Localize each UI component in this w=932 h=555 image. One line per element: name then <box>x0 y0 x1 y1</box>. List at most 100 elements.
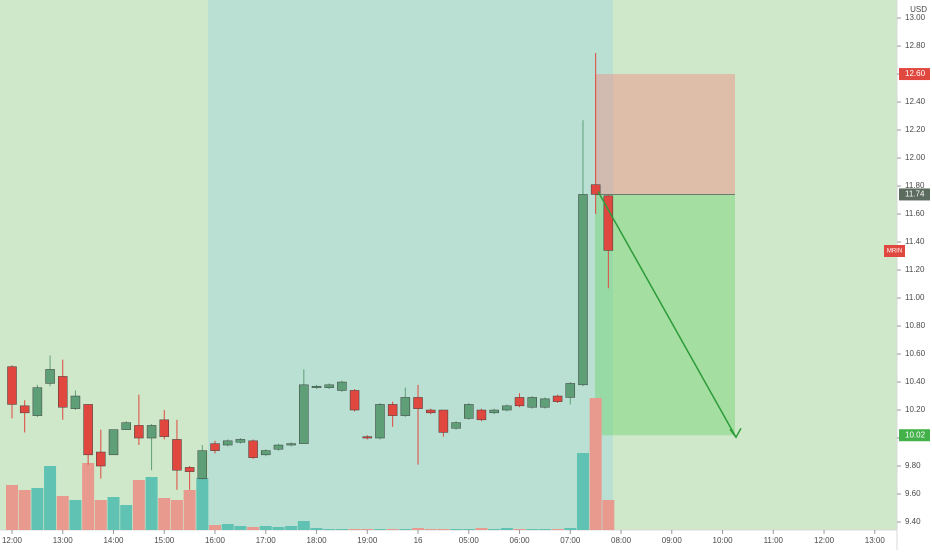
candle-body <box>578 194 588 386</box>
x-tick-label: 12:00 <box>2 536 23 545</box>
x-tick-label: 17:00 <box>256 536 277 545</box>
candle-body <box>438 409 449 433</box>
time-axis <box>0 530 897 550</box>
candle-body <box>172 439 182 471</box>
candle-body <box>552 395 563 402</box>
volume-bar <box>272 527 285 530</box>
volume-bar <box>437 529 450 530</box>
trade-arrowhead <box>729 427 742 439</box>
stop-zone <box>595 74 735 195</box>
volume-bar <box>120 505 133 530</box>
candle-body <box>108 429 119 456</box>
y-tick-label: 11.80 <box>905 181 925 190</box>
target-label-box <box>899 429 930 442</box>
volume-bar <box>488 529 501 530</box>
candle-body <box>400 397 411 416</box>
candle-body <box>261 450 271 456</box>
candle-body <box>362 436 373 439</box>
y-tick-label: 10.20 <box>905 405 926 414</box>
candle-body <box>19 405 30 414</box>
candle-body <box>32 387 43 416</box>
y-tick-label: 9.80 <box>905 461 921 470</box>
volume-bar <box>576 453 589 530</box>
volume-bar <box>209 525 222 530</box>
volume-bar <box>297 521 310 530</box>
volume-bar <box>412 528 425 530</box>
volume-bar <box>132 480 145 530</box>
y-tick-label: 12.80 <box>905 41 926 50</box>
candle-body <box>159 419 170 437</box>
volume-bar <box>335 529 348 530</box>
candle-body <box>476 409 487 421</box>
volume-bar <box>386 529 399 530</box>
candle-body <box>489 409 499 414</box>
volume-bar <box>285 526 298 530</box>
y-tick-label: 11.00 <box>905 293 925 302</box>
x-tick-label: 13:00 <box>53 536 74 545</box>
candle-body <box>45 369 55 384</box>
candle-body <box>210 443 220 451</box>
volume-bar <box>361 529 374 530</box>
volume-bar <box>500 528 513 530</box>
volume-bar <box>399 529 412 530</box>
candle-body <box>451 422 461 429</box>
symbol-label: MRIN <box>887 249 902 255</box>
volume-bar <box>158 498 171 530</box>
candle-body <box>83 404 93 456</box>
volume-bar <box>196 478 209 530</box>
x-tick-label: 08:00 <box>611 536 632 545</box>
volume-bar <box>450 529 463 530</box>
x-tick-label: 19:00 <box>357 536 378 545</box>
stop-label-box <box>899 68 930 81</box>
y-tick-label: 10.60 <box>905 349 926 358</box>
candle-body <box>273 444 284 450</box>
volume-bar <box>69 500 82 530</box>
volume-bar <box>6 485 19 530</box>
x-tick-label: 10:00 <box>713 536 734 545</box>
volume-bar <box>234 526 247 530</box>
candle-body <box>324 384 334 388</box>
stop-label: 12.60 <box>905 69 926 78</box>
target-label: 10.02 <box>905 430 926 439</box>
y-tick-label: 10.80 <box>905 321 926 330</box>
symbol-box <box>884 245 905 257</box>
y-tick-label: 13.00 <box>905 13 926 22</box>
candle-body <box>184 467 195 472</box>
plot-area <box>6 53 742 530</box>
candle-body <box>299 384 309 444</box>
volume-bar <box>526 529 539 530</box>
candle-body <box>603 195 614 251</box>
candle-body <box>96 451 106 467</box>
volume-bar <box>462 529 475 530</box>
volume-bar <box>475 528 488 530</box>
y-tick-label: 10.40 <box>905 377 926 386</box>
volume-bar <box>31 488 44 530</box>
candle-body <box>527 397 537 408</box>
volume-bar <box>424 529 437 530</box>
volume-bar <box>259 526 272 530</box>
candle-body <box>7 366 17 405</box>
candle-body <box>375 404 385 439</box>
y-tick-label: 11.20 <box>905 265 925 274</box>
y-tick-label: 9.60 <box>905 489 921 498</box>
candle-body <box>70 395 81 409</box>
entry-label-box <box>899 188 930 201</box>
x-tick-label: 05:00 <box>459 536 480 545</box>
candle-body <box>502 405 512 411</box>
volume-bar <box>44 466 57 530</box>
y-tick-label: 11.60 <box>905 209 925 218</box>
entry-label: 11.74 <box>905 190 925 199</box>
x-tick-label: 11:00 <box>764 536 784 545</box>
candle-body <box>514 397 525 407</box>
candle-body <box>413 397 423 409</box>
volume-bar <box>589 398 602 530</box>
x-tick-label: 06:00 <box>510 536 531 545</box>
x-tick-label: 07:00 <box>560 536 581 545</box>
candle-body <box>311 385 322 388</box>
volume-bar <box>602 500 615 530</box>
x-tick-label: 16:00 <box>205 536 226 545</box>
volume-bar <box>247 527 260 530</box>
candle-body <box>248 440 258 458</box>
y-tick-label: 12.20 <box>905 125 926 134</box>
volume-bar <box>538 529 551 530</box>
